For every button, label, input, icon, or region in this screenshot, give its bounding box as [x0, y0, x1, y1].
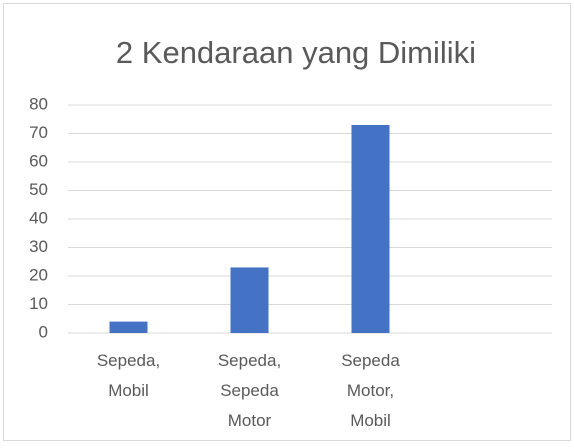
y-tick-label: 0 — [39, 322, 48, 341]
y-tick-label: 40 — [29, 208, 48, 227]
y-tick-label: 20 — [29, 265, 48, 284]
y-tick-label: 50 — [29, 180, 48, 199]
y-tick-label: 60 — [29, 151, 48, 170]
chart-title: 2 Kendaraan yang Dimiliki — [116, 35, 476, 70]
y-tick-label: 80 — [29, 94, 48, 113]
x-tick-label: Sepeda, Sepeda Motor — [218, 351, 281, 430]
bar — [351, 124, 390, 333]
bar — [109, 321, 148, 333]
y-tick-label: 30 — [29, 237, 48, 256]
x-tick-label: Sepeda, Mobil — [97, 351, 160, 400]
chart-border — [3, 3, 571, 441]
y-tick-label: 70 — [29, 123, 48, 142]
x-tick-label: Sepeda Motor, Mobil — [341, 351, 400, 430]
bar — [230, 267, 269, 333]
y-tick-label: 10 — [29, 294, 48, 313]
